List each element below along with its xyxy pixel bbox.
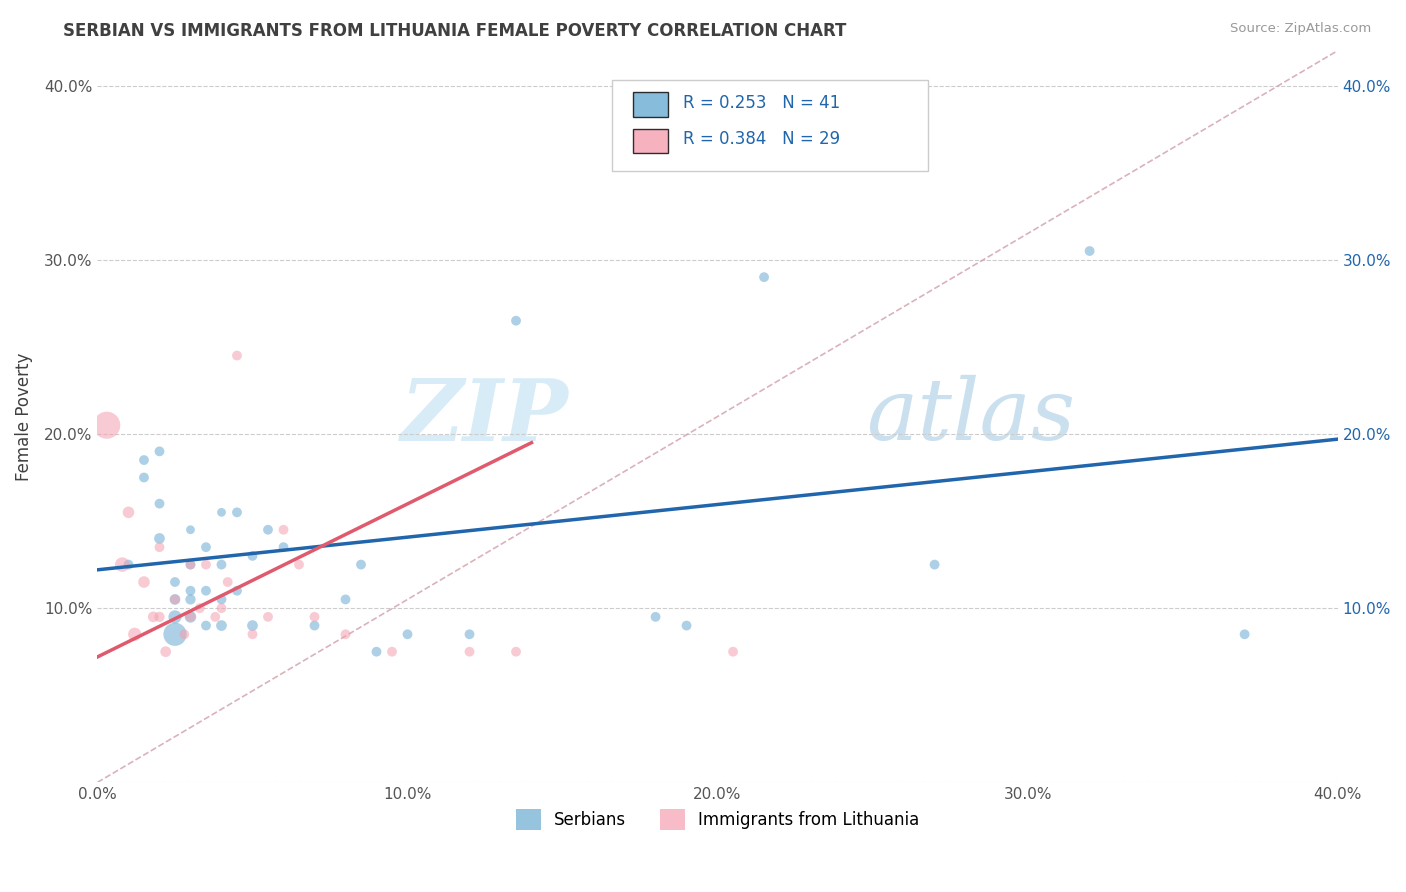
- Text: Source: ZipAtlas.com: Source: ZipAtlas.com: [1230, 22, 1371, 36]
- Point: [179, 610, 201, 624]
- Point: [505, 645, 527, 659]
- Point: [148, 610, 170, 624]
- Point: [273, 540, 295, 554]
- Point: [226, 583, 249, 598]
- Point: [111, 558, 134, 572]
- Point: [179, 583, 201, 598]
- Point: [304, 618, 326, 632]
- Point: [179, 610, 201, 624]
- Point: [242, 549, 264, 563]
- FancyBboxPatch shape: [633, 93, 668, 117]
- Point: [142, 610, 165, 624]
- Point: [195, 583, 218, 598]
- Point: [195, 618, 218, 632]
- Point: [1233, 627, 1256, 641]
- Point: [148, 497, 170, 511]
- Point: [458, 627, 481, 641]
- Point: [195, 558, 218, 572]
- Point: [163, 610, 186, 624]
- Point: [132, 574, 155, 589]
- Text: SERBIAN VS IMMIGRANTS FROM LITHUANIA FEMALE POVERTY CORRELATION CHART: SERBIAN VS IMMIGRANTS FROM LITHUANIA FEM…: [63, 22, 846, 40]
- Point: [304, 610, 326, 624]
- Point: [173, 627, 195, 641]
- Point: [273, 523, 295, 537]
- Point: [148, 532, 170, 546]
- Point: [124, 627, 146, 641]
- Point: [721, 645, 744, 659]
- Point: [644, 610, 666, 624]
- Point: [350, 558, 373, 572]
- Point: [257, 610, 280, 624]
- Point: [163, 574, 186, 589]
- Point: [96, 418, 118, 433]
- Point: [396, 627, 419, 641]
- Point: [288, 558, 311, 572]
- Point: [204, 610, 226, 624]
- FancyBboxPatch shape: [612, 80, 928, 171]
- Point: [179, 558, 201, 572]
- Point: [924, 558, 946, 572]
- Point: [211, 618, 233, 632]
- Point: [458, 645, 481, 659]
- Point: [188, 601, 211, 615]
- Text: atlas: atlas: [866, 376, 1076, 458]
- Point: [675, 618, 697, 632]
- Point: [242, 618, 264, 632]
- Point: [117, 505, 139, 519]
- Point: [226, 505, 249, 519]
- Point: [1078, 244, 1101, 258]
- Point: [366, 645, 388, 659]
- Point: [217, 574, 239, 589]
- Point: [335, 627, 357, 641]
- Y-axis label: Female Poverty: Female Poverty: [15, 352, 32, 481]
- Legend: Serbians, Immigrants from Lithuania: Serbians, Immigrants from Lithuania: [509, 803, 927, 836]
- Text: R = 0.253   N = 41: R = 0.253 N = 41: [683, 94, 839, 112]
- Point: [148, 444, 170, 458]
- Point: [148, 540, 170, 554]
- Point: [505, 314, 527, 328]
- Point: [335, 592, 357, 607]
- Point: [163, 627, 186, 641]
- Point: [163, 592, 186, 607]
- Point: [381, 645, 404, 659]
- Point: [211, 505, 233, 519]
- Point: [132, 453, 155, 467]
- Point: [211, 592, 233, 607]
- Point: [211, 601, 233, 615]
- Point: [211, 558, 233, 572]
- Point: [179, 592, 201, 607]
- Point: [257, 523, 280, 537]
- Text: ZIP: ZIP: [401, 375, 569, 458]
- Point: [195, 540, 218, 554]
- Point: [163, 592, 186, 607]
- Text: R = 0.384   N = 29: R = 0.384 N = 29: [683, 130, 839, 148]
- Point: [179, 523, 201, 537]
- FancyBboxPatch shape: [633, 129, 668, 153]
- Point: [179, 558, 201, 572]
- Point: [132, 470, 155, 484]
- Point: [155, 645, 177, 659]
- Point: [226, 349, 249, 363]
- Point: [117, 558, 139, 572]
- Point: [752, 270, 775, 285]
- Point: [242, 627, 264, 641]
